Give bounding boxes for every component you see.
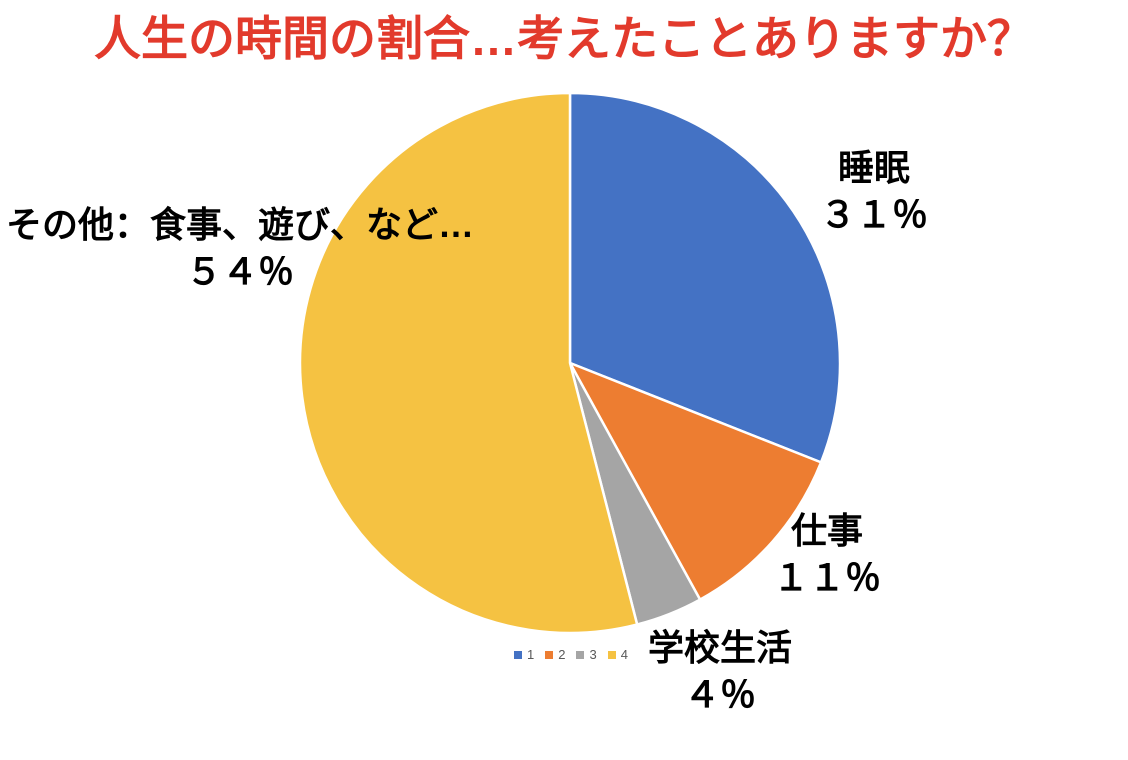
slice-label-work-name: 仕事 — [790, 510, 864, 551]
legend-item-3[interactable]: 3 — [576, 647, 597, 663]
pie-slice-2[interactable] — [568, 361, 823, 601]
legend-swatch-4 — [607, 651, 616, 659]
slice-label-work: 仕事 １１％ — [773, 508, 881, 602]
page-title: 人生の時間の割合…考えたことありますか？ — [94, 12, 1034, 65]
legend-label-3: 3 — [589, 647, 597, 662]
slice-label-sleep-value: ３１％ — [819, 193, 929, 235]
legend-label-2: 2 — [558, 647, 566, 662]
legend-item-4[interactable]: 4 — [607, 647, 628, 663]
slice-label-sleep: 睡眠 ３１％ — [820, 145, 928, 239]
legend-label-4: 4 — [620, 647, 628, 662]
pie-slice-4[interactable] — [298, 91, 639, 635]
legend-swatch-3 — [576, 651, 585, 659]
slice-label-other-value: ５４％ — [185, 250, 295, 292]
slice-label-other-name: その他：食事、遊び、など… — [5, 204, 475, 245]
chart-legend: 1 2 3 4 — [514, 647, 628, 663]
legend-label-1: 1 — [527, 647, 535, 662]
slice-label-school: 学校生活 ４％ — [648, 625, 792, 719]
slice-label-work-value: １１％ — [772, 556, 882, 598]
pie-slice-1[interactable] — [568, 91, 842, 464]
legend-item-1[interactable]: 1 — [514, 647, 534, 663]
slice-label-school-value: ４％ — [683, 673, 757, 715]
slice-label-school-name: 学校生活 — [647, 627, 793, 668]
legend-swatch-1 — [514, 651, 522, 659]
legend-item-2[interactable]: 2 — [545, 647, 565, 663]
slice-label-sleep-name: 睡眠 — [837, 147, 911, 188]
slice-label-other: その他：食事、遊び、など… ５４％ — [6, 202, 474, 296]
legend-swatch-2 — [545, 651, 554, 659]
